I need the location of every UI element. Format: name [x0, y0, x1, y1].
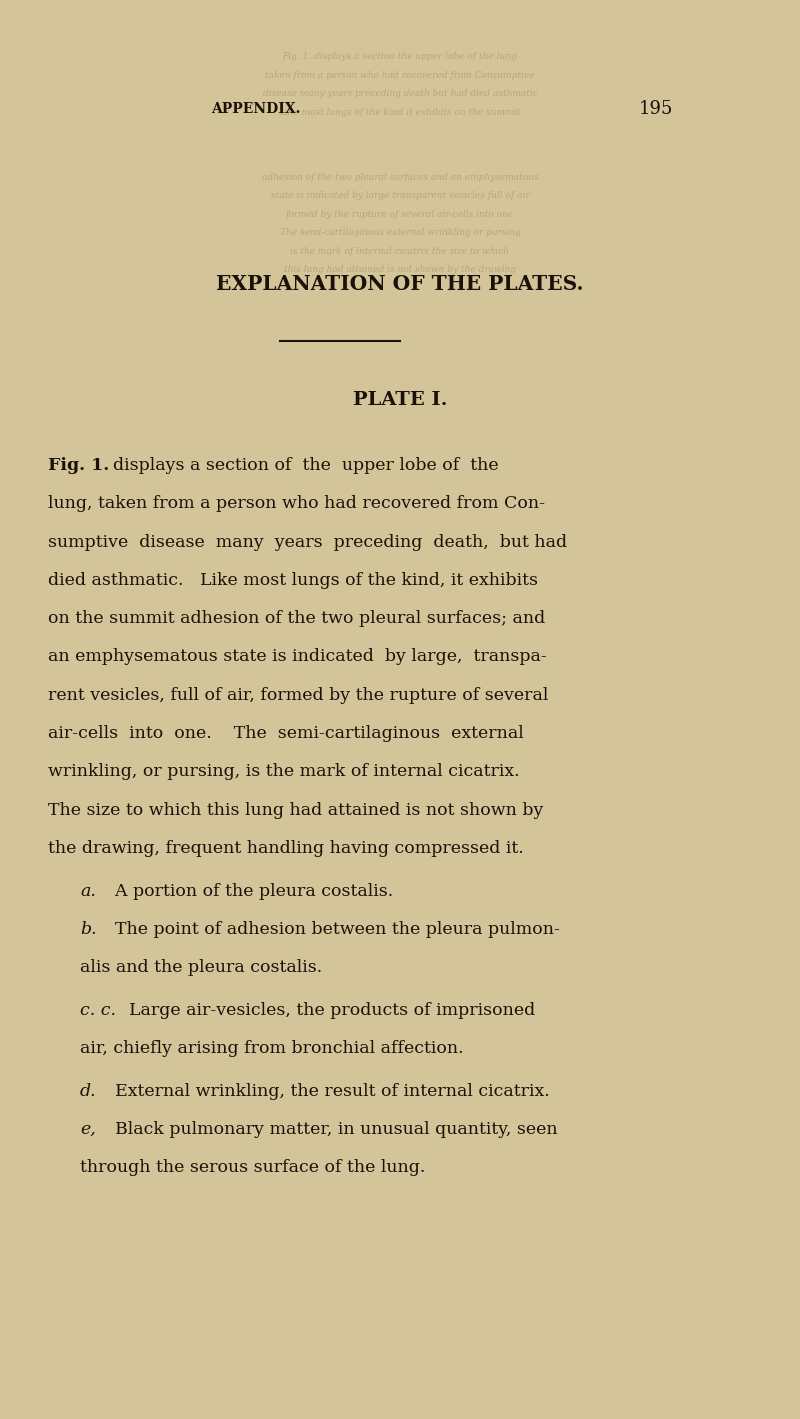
Text: 195: 195 [639, 101, 673, 118]
Text: The semi-cartilaginous external wrinkling or pursing: The semi-cartilaginous external wrinklin… [279, 228, 521, 237]
Text: e,: e, [80, 1121, 96, 1138]
Text: rent vesicles, full of air, formed by the rupture of several: rent vesicles, full of air, formed by th… [48, 687, 548, 704]
Text: The size to which this lung had attained is not shown by: The size to which this lung had attained… [48, 802, 543, 819]
Text: Fig. 1. displays a section the upper lobe of the lung: Fig. 1. displays a section the upper lob… [282, 53, 518, 61]
Text: sumptive  disease  many  years  preceding  death,  but had: sumptive disease many years preceding de… [48, 534, 567, 551]
Text: PLATE I.: PLATE I. [353, 392, 447, 409]
Text: taken from a person who had recovered from Consumptive: taken from a person who had recovered fr… [266, 71, 534, 79]
Text: EXPLANATION OF THE PLATES.: EXPLANATION OF THE PLATES. [216, 274, 584, 294]
Text: through the serous surface of the lung.: through the serous surface of the lung. [80, 1159, 426, 1176]
Text: a.: a. [80, 883, 96, 900]
Text: b.: b. [80, 921, 97, 938]
Text: A portion of the pleura costalis.: A portion of the pleura costalis. [104, 883, 394, 900]
Text: Black pulmonary matter, in unusual quantity, seen: Black pulmonary matter, in unusual quant… [104, 1121, 558, 1138]
Text: lung, taken from a person who had recovered from Con-: lung, taken from a person who had recove… [48, 495, 545, 512]
Text: displays a section of  the  upper lobe of  the: displays a section of the upper lobe of … [102, 457, 499, 474]
Text: on the summit adhesion of the two pleural surfaces; and: on the summit adhesion of the two pleura… [48, 610, 546, 627]
Text: formed by the rupture of several air-cells into one: formed by the rupture of several air-cel… [286, 210, 514, 219]
Text: c. c.: c. c. [80, 1002, 116, 1019]
Text: air-cells  into  one.    The  semi-cartilaginous  external: air-cells into one. The semi-cartilagino… [48, 725, 524, 742]
Text: adhesion of the two pleural surfaces and an emphysematous: adhesion of the two pleural surfaces and… [262, 173, 538, 182]
Text: Like most lungs of the kind it exhibits on the summit: Like most lungs of the kind it exhibits … [279, 108, 521, 116]
Text: wrinkling, or pursing, is the mark of internal cicatrix.: wrinkling, or pursing, is the mark of in… [48, 763, 520, 780]
Text: External wrinkling, the result of internal cicatrix.: External wrinkling, the result of intern… [104, 1083, 550, 1100]
Text: an emphysematous state is indicated  by large,  transpa-: an emphysematous state is indicated by l… [48, 648, 546, 666]
Text: Large air-vesicles, the products of imprisoned: Large air-vesicles, the products of impr… [118, 1002, 536, 1019]
Text: APPENDIX.: APPENDIX. [211, 102, 301, 116]
Text: the drawing, frequent handling having compressed it.: the drawing, frequent handling having co… [48, 840, 524, 857]
Text: disease many years preceding death but had died asthmatic: disease many years preceding death but h… [262, 89, 538, 98]
Text: this lung had attained is not shown by the drawing: this lung had attained is not shown by t… [284, 265, 516, 274]
Text: d.: d. [80, 1083, 97, 1100]
Text: state is indicated by large transparent vesicles full of air: state is indicated by large transparent … [270, 192, 530, 200]
Text: The point of adhesion between the pleura pulmon-: The point of adhesion between the pleura… [104, 921, 560, 938]
Text: is the mark of internal cicatrix the size to which: is the mark of internal cicatrix the siz… [290, 247, 510, 255]
Text: Fig. 1.: Fig. 1. [48, 457, 110, 474]
Text: alis and the pleura costalis.: alis and the pleura costalis. [80, 959, 322, 976]
Text: air, chiefly arising from bronchial affection.: air, chiefly arising from bronchial affe… [80, 1040, 464, 1057]
Text: died asthmatic.   Like most lungs of the kind, it exhibits: died asthmatic. Like most lungs of the k… [48, 572, 538, 589]
